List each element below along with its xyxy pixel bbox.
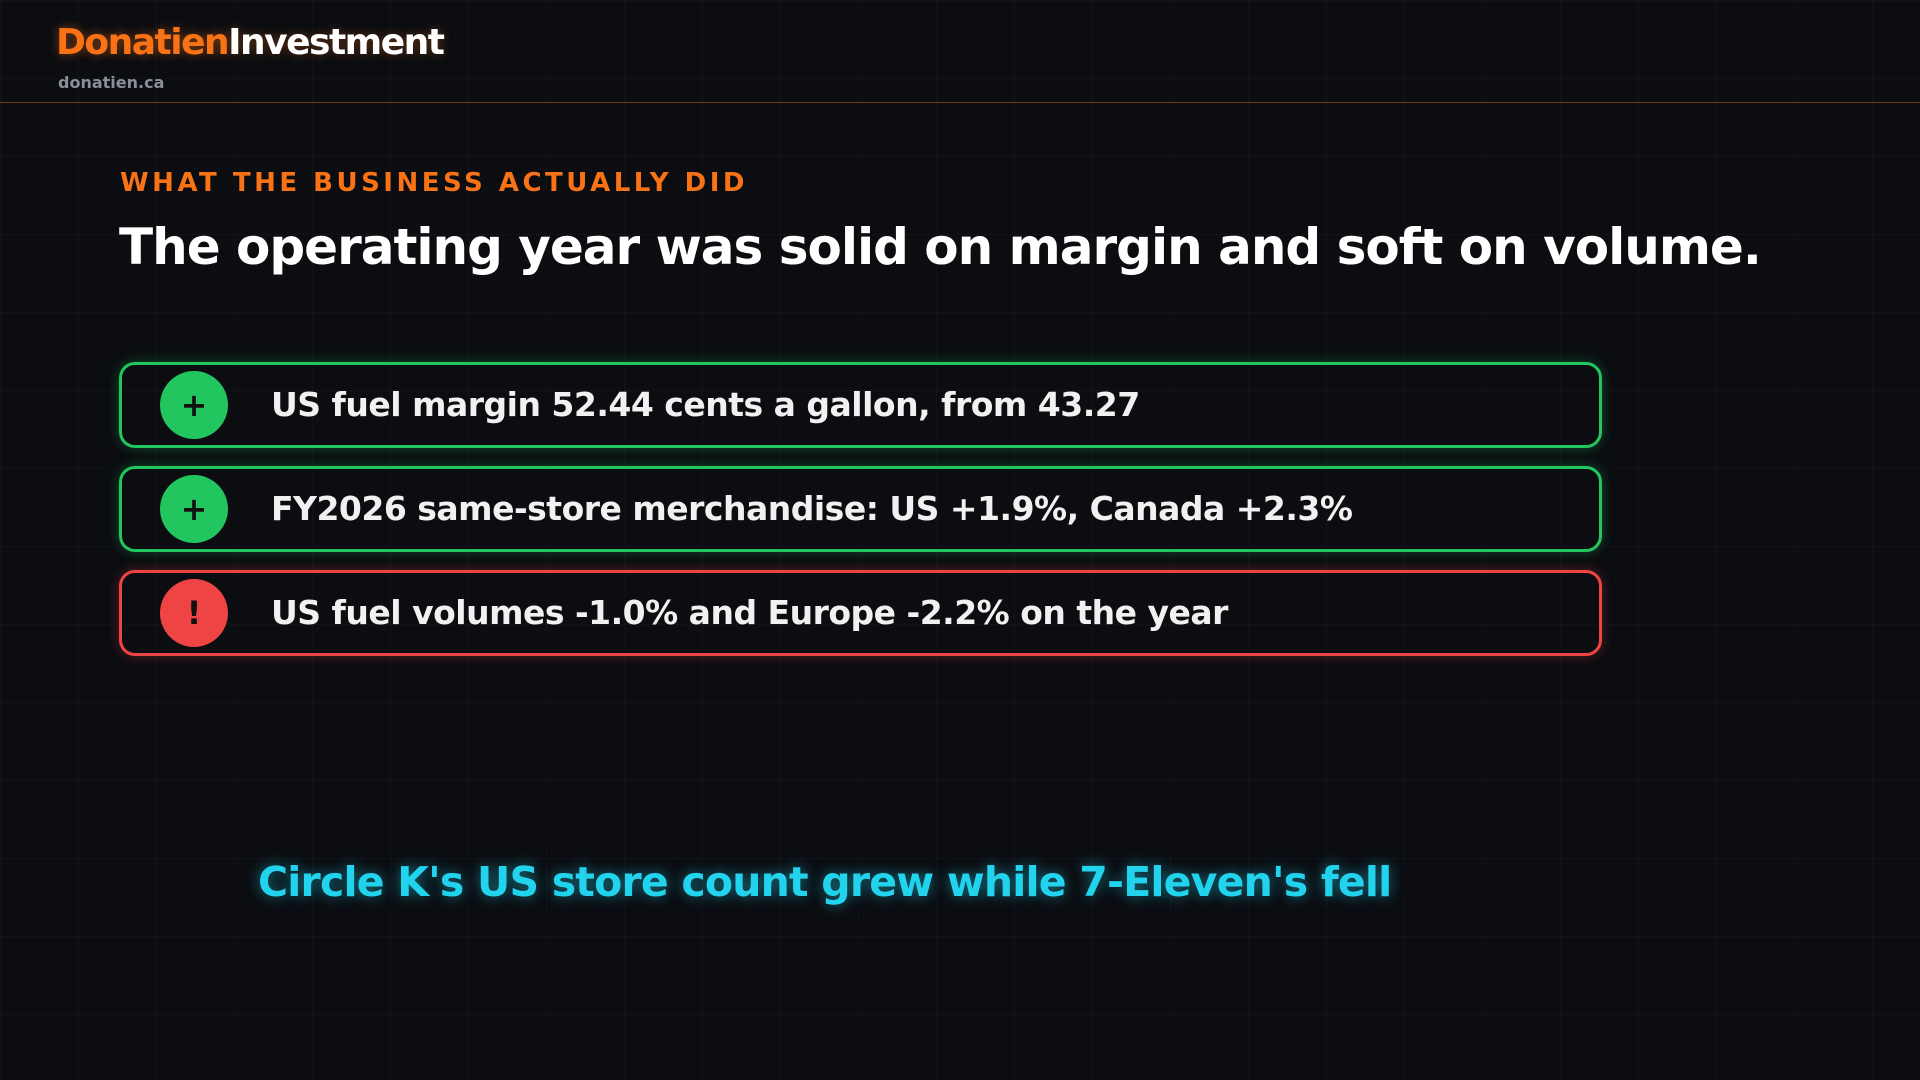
item-text: US fuel volumes -1.0% and Europe -2.2% o… <box>271 593 1228 632</box>
item-card: ! US fuel volumes -1.0% and Europe -2.2% … <box>119 570 1602 656</box>
item-icon: ! <box>160 579 228 647</box>
header-rule <box>0 102 1920 103</box>
callout: Circle K's US store count grew while 7-E… <box>258 858 1392 906</box>
brand: DonatienInvestment <box>56 22 445 63</box>
brand-secondary: Investment <box>228 22 445 63</box>
item-icon: + <box>160 371 228 439</box>
item-icon: + <box>160 475 228 543</box>
item-text: US fuel margin 52.44 cents a gallon, fro… <box>271 385 1140 424</box>
brand-primary: Donatien <box>56 22 230 63</box>
site-url: donatien.ca <box>58 73 165 92</box>
slide-title: The operating year was solid on margin a… <box>119 218 1762 276</box>
item-text: FY2026 same-store merchandise: US +1.9%,… <box>271 489 1353 528</box>
item-card: + FY2026 same-store merchandise: US +1.9%… <box>119 466 1602 552</box>
item-card: + US fuel margin 52.44 cents a gallon, fr… <box>119 362 1602 448</box>
eyebrow: WHAT THE BUSINESS ACTUALLY DID <box>120 168 748 198</box>
